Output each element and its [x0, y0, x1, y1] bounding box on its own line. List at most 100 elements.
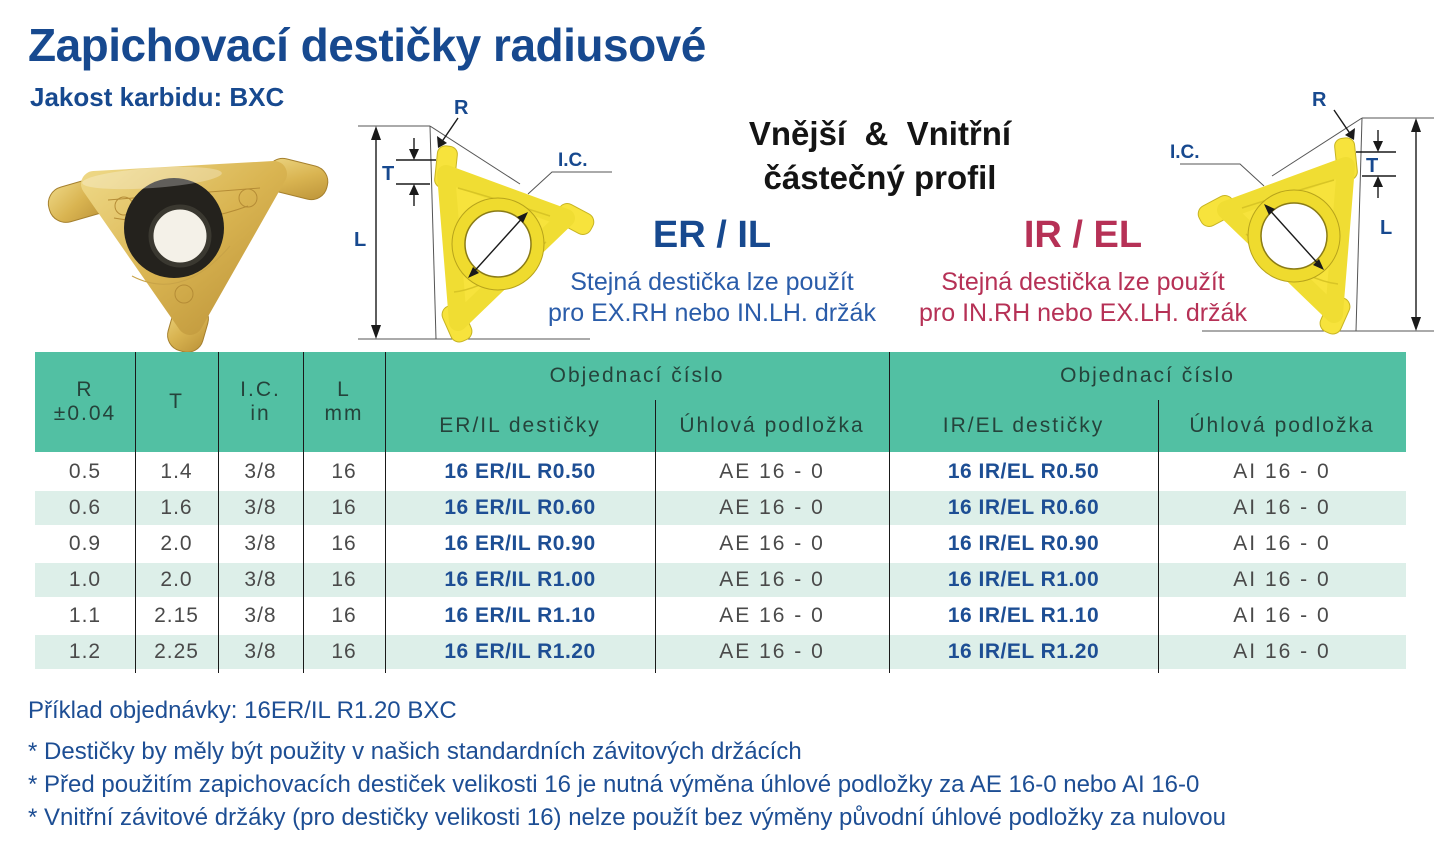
cell-ai-washer: AI 16 - 0	[1158, 634, 1406, 671]
ic-dim-label: I.C.	[1170, 142, 1200, 163]
cell-ic: 3/8	[218, 634, 303, 671]
table-column-divider	[1158, 400, 1159, 673]
table-column-divider	[135, 352, 136, 673]
cell-eril-code: 16 ER/IL R0.50	[385, 453, 655, 491]
cell-t: 2.25	[135, 634, 218, 671]
product-table: R ±0.04 T I.C. in L mm Objednací číslo O…	[35, 352, 1406, 671]
col-header-washer-right: Úhlová podložka	[1158, 400, 1406, 455]
cell-l: 16	[303, 453, 385, 491]
cell-ae-washer: AE 16 - 0	[655, 490, 889, 527]
col-header-l-line1: L	[337, 378, 351, 401]
table-row: 1.0 2.0 3/8 16 16 ER/IL R1.00 AE 16 - 0 …	[35, 562, 1406, 599]
cell-ae-washer: AE 16 - 0	[655, 526, 889, 563]
t-dim-label: T	[382, 163, 394, 185]
col-header-r: R ±0.04	[35, 352, 135, 455]
cell-ic: 3/8	[218, 490, 303, 527]
ir-el-diagram: R T L I.C.	[1170, 89, 1434, 335]
cell-ic: 3/8	[218, 453, 303, 491]
order-example: Příklad objednávky: 16ER/IL R1.20 BXC	[28, 697, 457, 724]
profile-heading: Vnější & Vnitřní částečný profil	[690, 112, 1070, 200]
table-row: 0.9 2.0 3/8 16 16 ER/IL R0.90 AE 16 - 0 …	[35, 526, 1406, 563]
ir-el-desc-line2: pro IN.RH nebo EX.LH. držák	[919, 299, 1247, 327]
cell-eril-code: 16 ER/IL R0.90	[385, 526, 655, 563]
cell-ae-washer: AE 16 - 0	[655, 562, 889, 599]
cell-ae-washer: AE 16 - 0	[655, 634, 889, 671]
cell-irel-code: 16 IR/EL R0.90	[889, 526, 1158, 563]
cell-ae-washer: AE 16 - 0	[655, 453, 889, 491]
cell-ic: 3/8	[218, 598, 303, 635]
order-number-group-right: Objednací číslo	[889, 352, 1406, 400]
er-il-desc-line1: Stejná destička lze použít	[570, 268, 854, 296]
cell-r: 1.0	[35, 562, 135, 599]
col-header-ic-line1: I.C.	[240, 378, 281, 401]
cell-r: 0.5	[35, 453, 135, 491]
l-dim-label: L	[354, 229, 366, 251]
cell-irel-code: 16 IR/EL R1.20	[889, 634, 1158, 671]
cell-l: 16	[303, 526, 385, 563]
ir-el-desc-line1: Stejná destička lze použít	[941, 268, 1225, 296]
note-2: * Před použitím zapichovacích destiček v…	[28, 771, 1200, 798]
ir-el-label: IR / EL	[1023, 214, 1143, 256]
ir-el-block: IR / EL Stejná destička lze použít pro I…	[916, 214, 1250, 329]
cell-ic: 3/8	[218, 526, 303, 563]
cell-r: 0.9	[35, 526, 135, 563]
col-header-ic: I.C. in	[218, 352, 303, 455]
cell-eril-code: 16 ER/IL R0.60	[385, 490, 655, 527]
cell-ai-washer: AI 16 - 0	[1158, 598, 1406, 635]
carbide-grade-subtitle: Jakost karbidu: BXC	[30, 82, 285, 112]
cell-t: 2.0	[135, 562, 218, 599]
cell-l: 16	[303, 598, 385, 635]
table-row: 0.6 1.6 3/8 16 16 ER/IL R0.60 AE 16 - 0 …	[35, 490, 1406, 527]
profile-heading-line1: Vnější & Vnitřní	[748, 115, 1012, 152]
cell-ai-washer: AI 16 - 0	[1158, 562, 1406, 599]
col-header-ic-line2: in	[250, 402, 271, 425]
er-il-block: ER / IL Stejná destička lze použít pro E…	[530, 214, 894, 329]
order-number-group-left: Objednací číslo	[385, 352, 889, 400]
cell-ai-washer: AI 16 - 0	[1158, 526, 1406, 563]
col-header-irel: IR/EL destičky	[889, 400, 1158, 455]
cell-ai-washer: AI 16 - 0	[1158, 453, 1406, 491]
cell-r: 1.1	[35, 598, 135, 635]
col-header-l-line2: mm	[324, 402, 364, 425]
cell-t: 1.6	[135, 490, 218, 527]
cell-irel-code: 16 IR/EL R1.10	[889, 598, 1158, 635]
product-table-wrap: R ±0.04 T I.C. in L mm Objednací číslo O…	[35, 352, 1406, 673]
r-dim-label: R	[454, 97, 469, 119]
cell-t: 2.15	[135, 598, 218, 635]
table-group-divider	[889, 352, 890, 673]
cell-eril-code: 16 ER/IL R1.00	[385, 562, 655, 599]
note-3: * Vnitřní závitové držáky (pro destičky …	[28, 804, 1226, 831]
note-1: * Destičky by měly být použity v našich …	[28, 738, 802, 765]
col-header-r-line1: R	[76, 378, 94, 401]
footer-notes: Příklad objednávky: 16ER/IL R1.20 BXC * …	[28, 694, 1226, 834]
cell-r: 0.6	[35, 490, 135, 527]
col-header-t: T	[135, 352, 218, 455]
cell-t: 2.0	[135, 526, 218, 563]
table-row: 0.5 1.4 3/8 16 16 ER/IL R0.50 AE 16 - 0 …	[35, 453, 1406, 491]
table-row: 1.2 2.25 3/8 16 16 ER/IL R1.20 AE 16 - 0…	[35, 634, 1406, 671]
cell-ic: 3/8	[218, 562, 303, 599]
r-dim-label: R	[1312, 89, 1327, 111]
table-column-divider	[385, 352, 386, 673]
cell-ae-washer: AE 16 - 0	[655, 598, 889, 635]
cell-eril-code: 16 ER/IL R1.10	[385, 598, 655, 635]
er-il-desc-line2: pro EX.RH nebo IN.LH. držák	[548, 299, 876, 327]
cell-irel-code: 16 IR/EL R1.00	[889, 562, 1158, 599]
cell-r: 1.2	[35, 634, 135, 671]
cell-l: 16	[303, 562, 385, 599]
cell-l: 16	[303, 490, 385, 527]
insert-photo	[47, 157, 329, 353]
er-il-label: ER / IL	[652, 214, 772, 256]
l-dim-label: L	[1380, 217, 1392, 239]
col-header-r-line2: ±0.04	[53, 402, 117, 425]
t-dim-label: T	[1366, 155, 1378, 177]
cell-eril-code: 16 ER/IL R1.20	[385, 634, 655, 671]
cell-t: 1.4	[135, 453, 218, 491]
col-header-washer-left: Úhlová podložka	[655, 400, 889, 455]
col-header-l: L mm	[303, 352, 385, 455]
page-title: Zapichovací destičky radiusové	[28, 19, 706, 71]
col-header-eril: ER/IL destičky	[385, 400, 655, 455]
table-column-divider	[655, 400, 656, 673]
cell-irel-code: 16 IR/EL R0.50	[889, 453, 1158, 491]
